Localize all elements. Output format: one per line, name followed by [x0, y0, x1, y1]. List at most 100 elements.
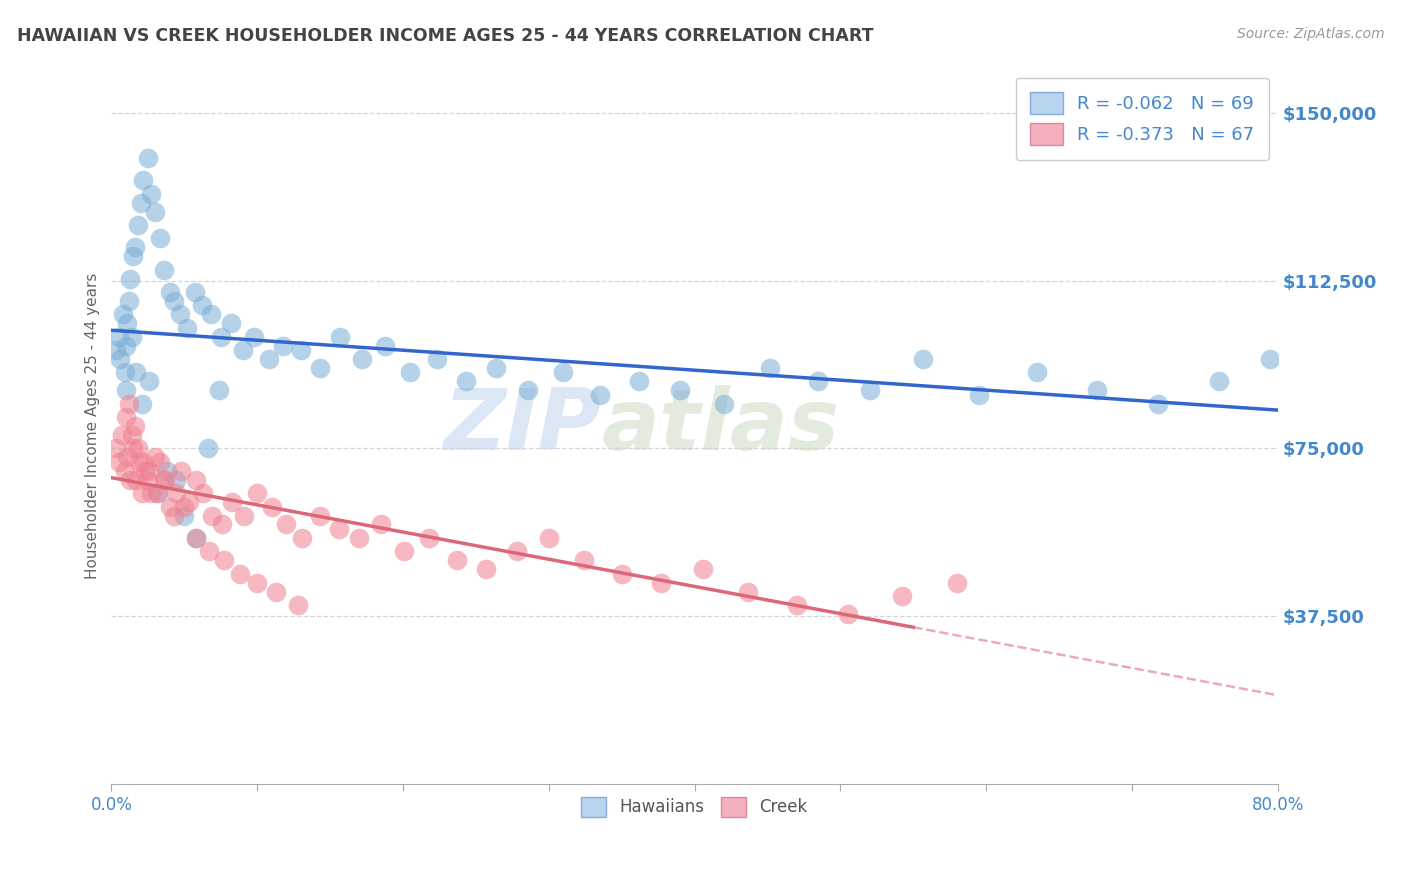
Point	[309, 361, 332, 376]
Point	[163, 293, 186, 308]
Point	[159, 500, 181, 514]
Point	[173, 508, 195, 523]
Point	[290, 343, 312, 358]
Point	[139, 486, 162, 500]
Point	[110, 428, 132, 442]
Point	[132, 173, 155, 187]
Point	[184, 473, 207, 487]
Point	[669, 384, 692, 398]
Point	[115, 410, 138, 425]
Point	[125, 366, 148, 380]
Point	[485, 361, 508, 376]
Point	[454, 375, 477, 389]
Point	[173, 500, 195, 514]
Point	[257, 352, 280, 367]
Point	[122, 442, 145, 456]
Point	[589, 388, 612, 402]
Point	[139, 186, 162, 201]
Point	[650, 575, 672, 590]
Point	[153, 262, 176, 277]
Point	[136, 473, 159, 487]
Point	[786, 598, 808, 612]
Point	[184, 531, 207, 545]
Point	[912, 352, 935, 367]
Point	[148, 455, 170, 469]
Point	[291, 531, 314, 545]
Point	[246, 486, 269, 500]
Point	[349, 531, 371, 545]
Point	[122, 249, 145, 263]
Point	[475, 562, 498, 576]
Point	[121, 329, 143, 343]
Point	[198, 544, 221, 558]
Text: ZIP: ZIP	[444, 384, 602, 467]
Point	[120, 473, 142, 487]
Point	[572, 553, 595, 567]
Point	[104, 343, 127, 358]
Point	[117, 316, 139, 330]
Point	[394, 544, 416, 558]
Point	[233, 508, 256, 523]
Point	[946, 575, 969, 590]
Point	[759, 361, 782, 376]
Point	[737, 584, 759, 599]
Point	[170, 464, 193, 478]
Point	[1208, 375, 1230, 389]
Point	[125, 473, 148, 487]
Point	[124, 419, 146, 434]
Point	[628, 375, 651, 389]
Point	[243, 329, 266, 343]
Point	[104, 442, 127, 456]
Point	[107, 329, 129, 343]
Point	[517, 384, 540, 398]
Point	[329, 329, 352, 343]
Point	[112, 307, 135, 321]
Point	[837, 607, 859, 621]
Point	[132, 455, 155, 469]
Point	[208, 384, 231, 398]
Point	[131, 486, 153, 500]
Point	[191, 298, 214, 312]
Point	[276, 517, 298, 532]
Point	[260, 500, 283, 514]
Point	[807, 375, 830, 389]
Point	[127, 442, 149, 456]
Point	[115, 339, 138, 353]
Point	[159, 285, 181, 299]
Point	[399, 366, 422, 380]
Point	[221, 495, 243, 509]
Legend: Hawaiians, Creek: Hawaiians, Creek	[572, 789, 815, 825]
Point	[128, 455, 150, 469]
Point	[155, 473, 177, 487]
Point	[418, 531, 440, 545]
Point	[553, 366, 575, 380]
Point	[692, 562, 714, 576]
Point	[146, 486, 169, 500]
Point	[107, 455, 129, 469]
Point	[118, 293, 141, 308]
Point	[446, 553, 468, 567]
Point	[118, 397, 141, 411]
Point	[201, 508, 224, 523]
Point	[287, 598, 309, 612]
Point	[108, 352, 131, 367]
Point	[610, 566, 633, 581]
Point	[114, 464, 136, 478]
Point	[138, 464, 160, 478]
Point	[115, 384, 138, 398]
Point	[129, 195, 152, 210]
Point	[211, 517, 233, 532]
Point	[352, 352, 374, 367]
Point	[165, 486, 187, 500]
Point	[246, 575, 269, 590]
Y-axis label: Householder Income Ages 25 - 44 years: Householder Income Ages 25 - 44 years	[86, 273, 100, 579]
Point	[148, 231, 170, 245]
Point	[138, 375, 160, 389]
Text: atlas: atlas	[602, 384, 839, 467]
Point	[121, 428, 143, 442]
Point	[425, 352, 447, 367]
Point	[176, 320, 198, 334]
Point	[232, 343, 254, 358]
Point	[209, 329, 232, 343]
Point	[127, 218, 149, 232]
